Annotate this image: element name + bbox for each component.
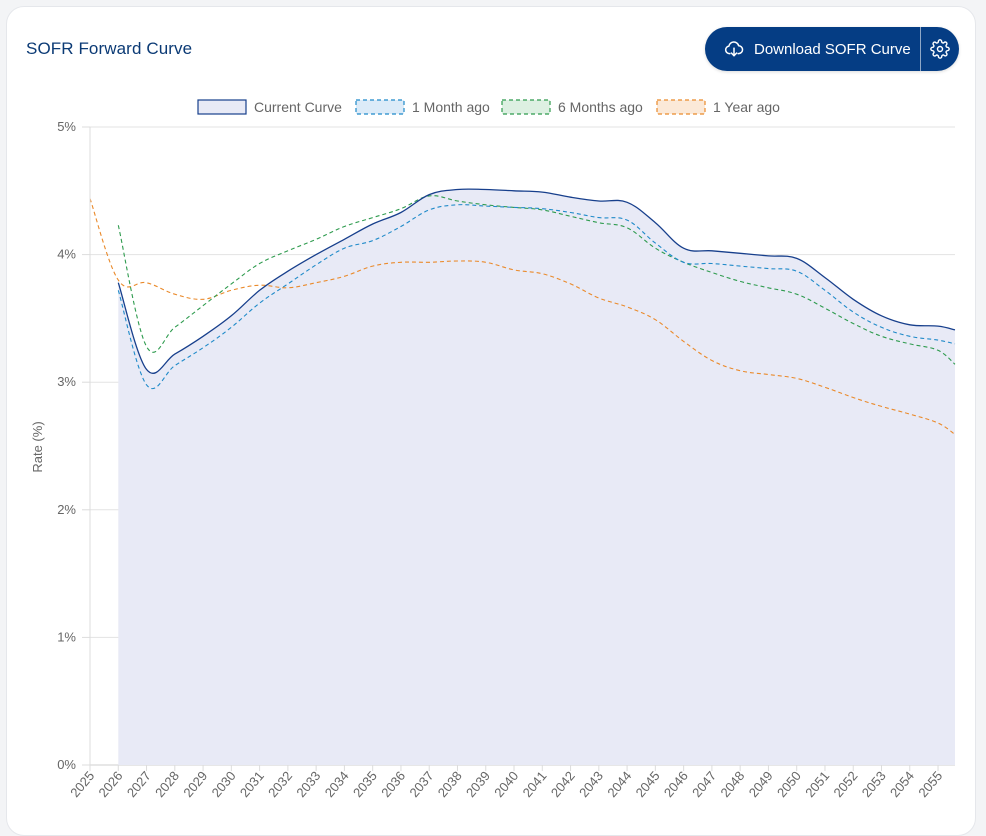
y-tick-label: 3% bbox=[57, 374, 76, 389]
series-line-current-curve bbox=[117, 188, 956, 374]
x-tick-label: 2029 bbox=[180, 768, 210, 800]
x-tick-label: 2047 bbox=[689, 768, 719, 800]
x-tick-label: 2034 bbox=[322, 768, 352, 800]
legend-label-1-month-ago: 1 Month ago bbox=[412, 99, 490, 115]
page-title: SOFR Forward Curve bbox=[26, 39, 193, 58]
x-tick-label: 2051 bbox=[802, 768, 832, 800]
chart-lines-layer bbox=[89, 188, 956, 435]
download-button-label: Download SOFR Curve bbox=[754, 40, 911, 58]
x-tick-label: 2049 bbox=[746, 768, 776, 800]
x-tick-label: 2045 bbox=[633, 768, 663, 800]
x-tick-label: 2033 bbox=[293, 768, 323, 800]
y-tick-label: 1% bbox=[57, 629, 76, 644]
x-tick-label: 2041 bbox=[520, 768, 550, 800]
download-sofr-curve-button[interactable]: Download SOFR Curve bbox=[705, 27, 921, 71]
x-tick-label: 2052 bbox=[830, 768, 860, 800]
x-tick-label: 2031 bbox=[237, 768, 267, 800]
x-tick-label: 2035 bbox=[350, 768, 380, 800]
x-tick-label: 2053 bbox=[859, 768, 889, 800]
cloud-download-icon bbox=[724, 41, 744, 57]
x-tick-label: 2028 bbox=[152, 768, 182, 800]
x-tick-label: 2040 bbox=[491, 768, 521, 800]
series-line-1-month-ago bbox=[117, 204, 956, 389]
x-tick-label: 2039 bbox=[463, 768, 493, 800]
x-tick-label: 2038 bbox=[435, 768, 465, 800]
chart-area-layer bbox=[118, 189, 956, 765]
legend-swatch-1-month-ago bbox=[355, 99, 405, 115]
x-tick-label: 2055 bbox=[915, 768, 945, 800]
x-tick-label: 2026 bbox=[95, 768, 125, 800]
x-tick-label: 2025 bbox=[67, 768, 97, 800]
x-tick-label: 2046 bbox=[661, 768, 691, 800]
settings-button[interactable] bbox=[921, 27, 959, 71]
x-tick-label: 2048 bbox=[717, 768, 747, 800]
x-tick-label: 2042 bbox=[548, 768, 578, 800]
x-tick-label: 2037 bbox=[406, 768, 436, 800]
y-axis-label: Rate (%) bbox=[30, 421, 45, 472]
x-tick-label: 2030 bbox=[209, 768, 239, 800]
legend-swatch-1-year-ago bbox=[656, 99, 706, 115]
legend-swatch-6-months-ago bbox=[501, 99, 551, 115]
x-tick-label: 2032 bbox=[265, 768, 295, 800]
y-tick-label: 5% bbox=[57, 119, 76, 134]
x-tick-label: 2054 bbox=[887, 768, 917, 800]
chart-legend: Current Curve 1 Month ago 6 Months ago 1 Ye… bbox=[197, 99, 780, 115]
gear-icon bbox=[930, 39, 950, 59]
series-line-1-year-ago bbox=[89, 198, 956, 435]
series-area-current-curve bbox=[118, 189, 956, 765]
x-tick-label: 2043 bbox=[576, 768, 606, 800]
x-tick-label: 2050 bbox=[774, 768, 804, 800]
legend-swatch-current-curve bbox=[197, 99, 247, 115]
legend-label-1-year-ago: 1 Year ago bbox=[713, 99, 780, 115]
y-tick-label: 4% bbox=[57, 247, 76, 262]
y-tick-label: 0% bbox=[57, 757, 76, 772]
x-tick-label: 2027 bbox=[124, 768, 154, 800]
legend-label-current-curve: Current Curve bbox=[254, 99, 342, 115]
series-line-6-months-ago bbox=[117, 195, 956, 365]
x-tick-label: 2044 bbox=[604, 768, 634, 800]
download-button-group: Download SOFR Curve bbox=[705, 27, 959, 71]
x-tick-label: 2036 bbox=[378, 768, 408, 800]
y-tick-label: 2% bbox=[57, 502, 76, 517]
legend-label-6-months-ago: 6 Months ago bbox=[558, 99, 643, 115]
